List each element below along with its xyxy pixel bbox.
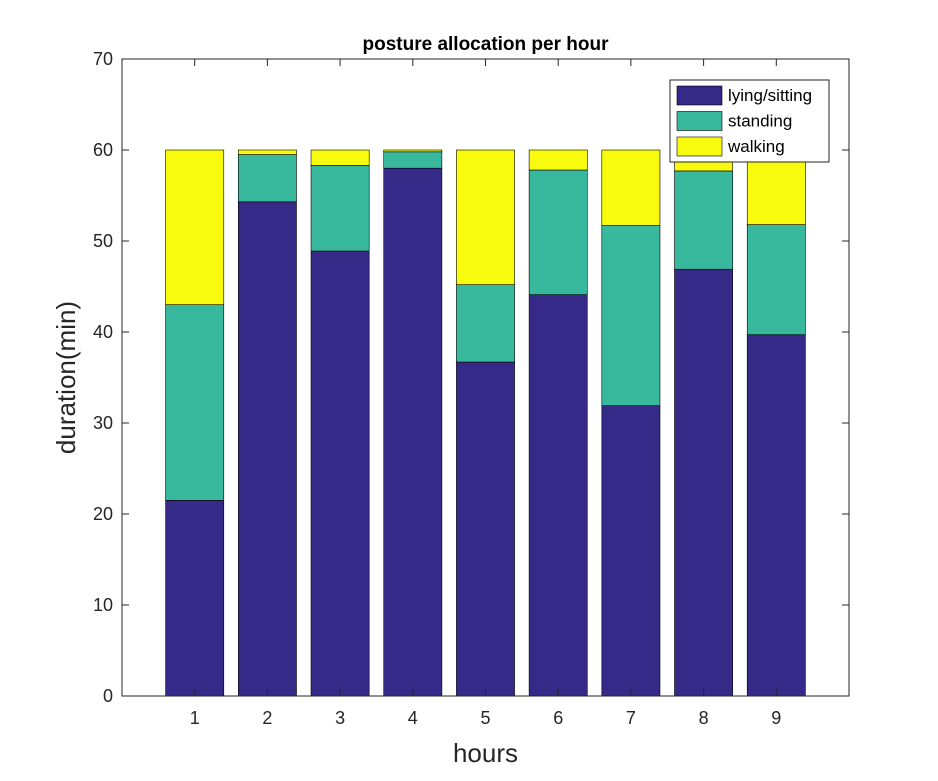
bar-standing-8: [674, 170, 733, 270]
x-axis-title: hours: [453, 738, 518, 768]
legend-swatch-standing: [676, 111, 723, 131]
y-tick-label-0: 0: [103, 686, 113, 706]
bar-walking-4: [383, 149, 443, 153]
y-tick-label-40: 40: [93, 322, 113, 342]
bar-walking-2: [238, 149, 297, 155]
x-tick-label-9: 9: [771, 708, 781, 728]
y-axis: 0 10 20 30 40 50 60 70: [93, 49, 849, 706]
chart-title: posture allocation per hour: [363, 34, 610, 55]
bar-standing-3: [310, 165, 370, 252]
x-tick-label-8: 8: [699, 708, 709, 728]
legend-label-lying-sitting: lying/sitting: [728, 86, 812, 105]
legend: lying/sitting standing walking: [669, 79, 830, 163]
x-tick-label-3: 3: [335, 708, 345, 728]
bars-layer: [165, 149, 806, 697]
x-tick-label-7: 7: [626, 708, 636, 728]
x-tick-label-4: 4: [408, 708, 418, 728]
bar-standing-7: [601, 225, 661, 407]
bar-lying-sitting-9: [746, 334, 806, 697]
bar-lying-sitting-6: [528, 294, 588, 697]
bar-lying-sitting-7: [601, 405, 661, 697]
legend-swatch-walking: [676, 136, 723, 157]
bar-lying-sitting-3: [310, 250, 370, 697]
legend-label-walking: walking: [727, 137, 785, 156]
bar-lying-sitting-1: [165, 500, 225, 697]
bar-lying-sitting-5: [456, 361, 515, 697]
bar-lying-sitting-2: [238, 201, 297, 697]
y-axis-title: duration(min): [51, 301, 81, 454]
y-tick-label-10: 10: [93, 595, 113, 615]
bar-walking-5: [456, 149, 515, 285]
bar-standing-1: [165, 304, 225, 501]
bar-standing-6: [528, 169, 588, 295]
bar-standing-2: [238, 154, 297, 203]
bar-walking-7: [601, 149, 661, 226]
bar-walking-1: [165, 149, 225, 305]
y-tick-label-30: 30: [93, 413, 113, 433]
x-tick-label-5: 5: [480, 708, 490, 728]
bar-standing-4: [383, 151, 443, 169]
x-tick-label-1: 1: [190, 708, 200, 728]
x-tick-label-2: 2: [262, 708, 272, 728]
x-tick-label-6: 6: [553, 708, 563, 728]
bar-standing-9: [746, 224, 806, 336]
legend-swatch-lying-sitting: [676, 85, 723, 106]
y-tick-label-60: 60: [93, 140, 113, 160]
bar-lying-sitting-8: [674, 268, 733, 697]
bar-standing-5: [456, 284, 515, 363]
y-tick-label-50: 50: [93, 231, 113, 251]
x-axis: 1 2 3 4 5 6 7 8 9: [190, 59, 781, 728]
bar-walking-3: [310, 149, 370, 166]
bar-walking-6: [528, 149, 588, 171]
bar-lying-sitting-4: [383, 167, 443, 697]
y-tick-label-20: 20: [93, 504, 113, 524]
legend-label-standing: standing: [728, 112, 792, 131]
y-tick-label-70: 70: [93, 49, 113, 69]
